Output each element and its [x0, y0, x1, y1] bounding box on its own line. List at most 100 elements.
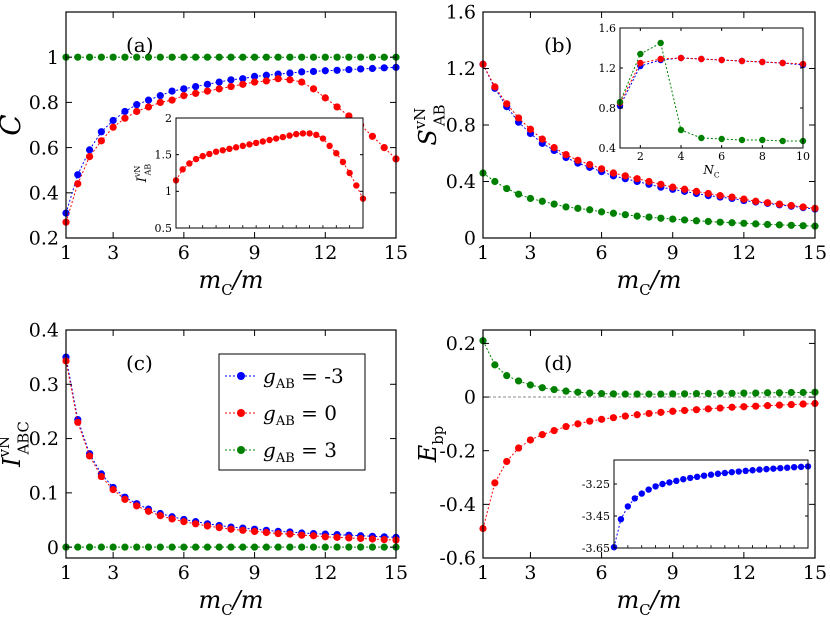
series-0-line [65, 357, 397, 538]
series-1-point [775, 389, 784, 397]
series-1-point [144, 103, 153, 111]
series-1-point [763, 199, 772, 207]
series-0-point [491, 479, 499, 487]
inset-series-0-point [266, 136, 273, 144]
y-tick-label: -0.2 [439, 440, 476, 462]
axes-frame [65, 329, 397, 559]
series-0-point [503, 457, 511, 466]
series-1-point [526, 381, 535, 389]
series-1-point [586, 389, 594, 397]
series-0-point [775, 401, 784, 409]
series-1-point [514, 114, 523, 122]
x-tick-label: 12 [313, 242, 337, 264]
x-tick-label: 6 [596, 562, 608, 584]
series-2-point [168, 543, 176, 551]
series-2-point [380, 53, 388, 61]
x-tick-label: 12 [313, 562, 337, 584]
legend-marker [237, 409, 245, 417]
series-0-point [752, 402, 760, 410]
inset-series-0-point [246, 141, 253, 148]
series-1-point [74, 180, 82, 188]
inset-series-2-point [698, 134, 705, 142]
series-0-point [692, 406, 701, 414]
inset-series-0-point [226, 145, 233, 152]
series-0-point [704, 405, 712, 413]
series-1-point [192, 89, 200, 97]
series-1-point [156, 98, 164, 106]
series-2-point [203, 53, 212, 61]
series-2-point [586, 206, 594, 214]
x-tick-label: 6 [718, 150, 725, 163]
y-tick-label: 0.6 [29, 137, 59, 159]
inset-series-1-point [779, 59, 786, 67]
panel-a: 1 3 6 9 12 15 0.2 0.4 0.6 0.8 1 (a) mC/m C 0.5 1 1.5 2 IvN… [0, 11, 408, 299]
y-tick-label: 1 [165, 185, 172, 198]
x-tick-label: 6 [178, 562, 190, 584]
inset-a: 0.5 1 1.5 2 IvNAB [133, 112, 367, 235]
inset-series-0-point [652, 483, 659, 490]
series-1-point [633, 175, 641, 183]
series-0-point [657, 408, 665, 416]
panel-b: 1 3 6 9 12 15 0 0.4 0.8 1.2 1.6 (b) mC/m SvNAB 2 4 6 8 10 0… [411, 2, 827, 300]
x-tick-label: 8 [759, 150, 766, 163]
series-2-point [286, 543, 294, 551]
x-tick-label: 3 [524, 562, 536, 584]
series-1-point [752, 197, 760, 205]
series-2-point [97, 53, 105, 61]
series-1-point [180, 518, 188, 526]
y-tick-label: 0 [47, 537, 59, 559]
y-tick-label: 0.4 [599, 142, 617, 155]
series-1-point [168, 515, 176, 523]
inset-series-0-point [693, 473, 701, 480]
inset-series-0-point [212, 148, 220, 155]
y-tick-label: 0.8 [29, 92, 59, 114]
series-1-point [262, 528, 270, 537]
inset-series-0-point [631, 495, 638, 502]
series-1-point [716, 389, 724, 397]
series-0-point [156, 92, 164, 100]
x-axis-label: mC/m [199, 266, 264, 299]
series-1-point [321, 533, 329, 541]
x-tick-label: 15 [803, 562, 827, 584]
series-1-point [704, 189, 712, 198]
series-1-point [133, 502, 141, 510]
series-1-point [491, 361, 499, 369]
y-tick-label: -0.6 [439, 548, 476, 570]
inset-series-1-point [677, 54, 685, 62]
series-1-line [482, 340, 816, 395]
series-1-point [262, 77, 270, 85]
inset-series-0-point [346, 169, 353, 177]
series-1-point [180, 92, 188, 100]
y-tick-label: 1.2 [446, 58, 476, 80]
series-2-point [740, 219, 748, 227]
series-2-point [133, 543, 141, 551]
inset-background [620, 28, 803, 148]
series-2-point [787, 221, 795, 229]
series-1-point [227, 82, 235, 91]
x-axis-label: mC/m [617, 266, 682, 299]
series-2-point [550, 200, 558, 208]
series-0-point [357, 65, 365, 73]
series-0-point [192, 82, 200, 91]
series-2-point [250, 53, 259, 61]
series-0-point [514, 444, 523, 452]
y-tick-label: 0.4 [446, 171, 476, 193]
series-1-point [286, 76, 294, 84]
series-1-point [85, 153, 94, 161]
series-0-point [286, 69, 294, 77]
series-1-point [298, 78, 306, 86]
series-2-point [309, 543, 318, 551]
series-1-point [333, 103, 341, 111]
x-tick-label: 9 [249, 562, 261, 584]
inset-series-0-point [306, 130, 313, 137]
series-2-point [633, 212, 641, 220]
series-2-point [309, 53, 318, 61]
series-2-point [716, 218, 724, 226]
series-2-point [215, 53, 223, 61]
series-1-point [633, 390, 641, 398]
series-2-point [85, 53, 94, 61]
series-2-point [491, 177, 499, 186]
x-tick-label: 1 [60, 242, 72, 264]
series-2-point [704, 217, 712, 226]
series-1-point [609, 390, 618, 398]
